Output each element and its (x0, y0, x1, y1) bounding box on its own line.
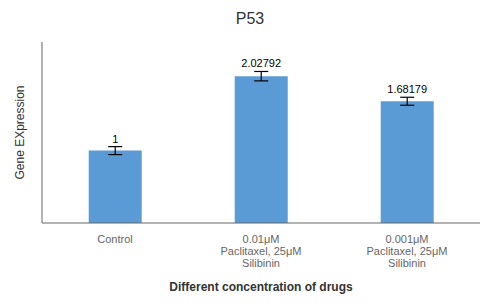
svg-text:1.68179: 1.68179 (387, 83, 427, 95)
svg-text:Control: Control (97, 233, 132, 245)
svg-text:1: 1 (112, 133, 118, 145)
html-text:P53: P53 (235, 10, 265, 27)
svg-text:2.02792: 2.02792 (241, 57, 281, 69)
svg-text:0.001μMPaclitaxel, 25μMSilibin: 0.001μMPaclitaxel, 25μMSilibinin (367, 233, 448, 269)
svg-text:Different concentration of dru: Different concentration of drugs (169, 280, 353, 294)
svg-text:Gene EXpression: Gene EXpression (13, 85, 27, 179)
svg-text:0.01μMPaclitaxel, 25μMSilibini: 0.01μMPaclitaxel, 25μMSilibinin (221, 233, 302, 269)
